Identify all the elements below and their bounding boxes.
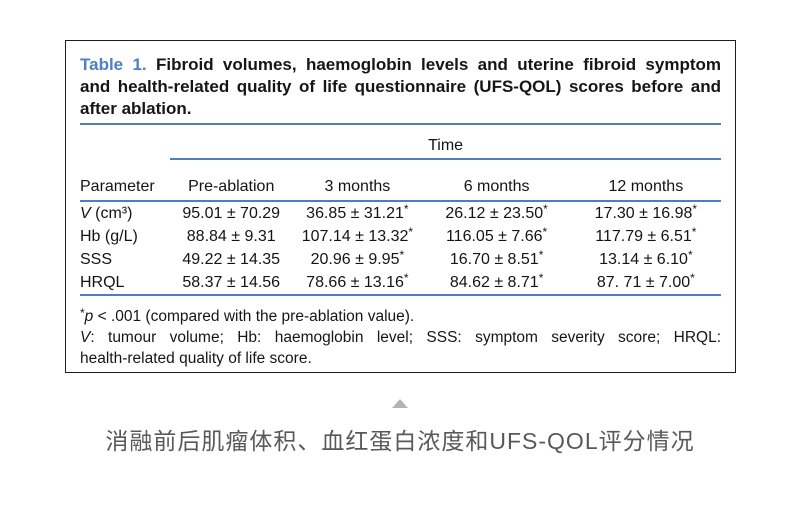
table-cell: 117.79 ± 6.51*: [595, 224, 697, 245]
table-row-haemoglobin: Hb (g/L) 88.84 ± 9.31 107.14 ± 13.32* 11…: [80, 225, 721, 248]
row-label: HRQL: [80, 271, 171, 296]
table-row-volume: V (cm³) 95.01 ± 70.29 36.85 ± 31.21* 26.…: [80, 201, 721, 225]
footnote-significance: *p < .001 (compared with the pre-ablatio…: [80, 306, 415, 325]
table-cell: 36.85 ± 31.21*: [306, 201, 409, 222]
table-title-line3: after ablation.: [80, 99, 192, 118]
title-divider-rule: [80, 123, 721, 125]
table-cell: 78.66 ± 13.16*: [292, 271, 423, 296]
table-cell: 84.62 ± 8.71*: [422, 271, 571, 296]
table-footnotes: *p < .001 (compared with the pre-ablatio…: [80, 306, 721, 369]
table-cell: 107.14 ± 13.32*: [301, 224, 414, 245]
table-row-hrql: HRQL 58.37 ± 14.56 78.66 ± 13.16* 84.62 …: [80, 271, 721, 296]
empty-corner-cell: [80, 125, 170, 159]
column-header-parameter: Parameter: [80, 159, 171, 202]
column-header-12-months: 12 months: [570, 159, 721, 202]
footnote-abbreviations-line1: V: tumour volume; Hb: haemoglobin level;…: [80, 329, 721, 346]
footnote-abbreviations-line2: health-related quality of life score.: [80, 350, 312, 367]
table-cell: 87. 71 ± 7.00*: [570, 271, 721, 296]
table-row-sss: SSS 49.22 ± 14.35 20.96 ± 9.95* 16.70 ± …: [80, 248, 721, 271]
results-table: Time Parameter Pre-ablation 3 months 6 m…: [80, 125, 721, 296]
column-header-3-months: 3 months: [292, 159, 423, 202]
table-cell: 88.84 ± 9.31: [186, 227, 276, 245]
table-cell: 116.05 ± 7.66*: [445, 224, 548, 245]
row-label: SSS: [80, 250, 113, 268]
column-header-6-months: 6 months: [422, 159, 571, 202]
table-title: Table 1. Fibroid volumes, haemoglobin le…: [80, 54, 721, 120]
table-cell: 17.30 ± 16.98*: [594, 201, 698, 222]
column-header-pre-ablation: Pre-ablation: [170, 159, 293, 202]
table-cell: 58.37 ± 14.56: [170, 271, 293, 296]
chinese-caption: 消融前后肌瘤体积、血红蛋白浓度和UFS-QOL评分情况: [105, 428, 695, 454]
time-header: Time: [170, 125, 721, 160]
time-spanner-row: Time: [80, 125, 721, 160]
collapse-triangle-icon: [392, 399, 408, 408]
table-cell: 26.12 ± 23.50*: [445, 201, 548, 222]
row-label: V (cm³): [80, 204, 133, 222]
row-label: Hb (g/L): [80, 227, 138, 245]
column-header-row: Parameter Pre-ablation 3 months 6 months…: [80, 159, 721, 202]
table-title-line1: Table 1. Fibroid volumes, haemoglobin le…: [80, 54, 721, 76]
table-cell: 95.01 ± 70.29: [182, 204, 281, 222]
table-number-label: Table 1.: [80, 55, 147, 74]
table-cell: 13.14 ± 6.10*: [599, 247, 693, 268]
table-cell: 20.96 ± 9.95*: [310, 247, 405, 268]
table-cell: 49.22 ± 14.35: [182, 250, 281, 268]
table-cell: 16.70 ± 8.51*: [449, 247, 544, 268]
table-title-text: Fibroid volumes, haemoglobin levels and …: [146, 55, 721, 74]
table1-card: Table 1. Fibroid volumes, haemoglobin le…: [65, 40, 736, 373]
table-title-line2: and health-related quality of life quest…: [80, 77, 721, 96]
